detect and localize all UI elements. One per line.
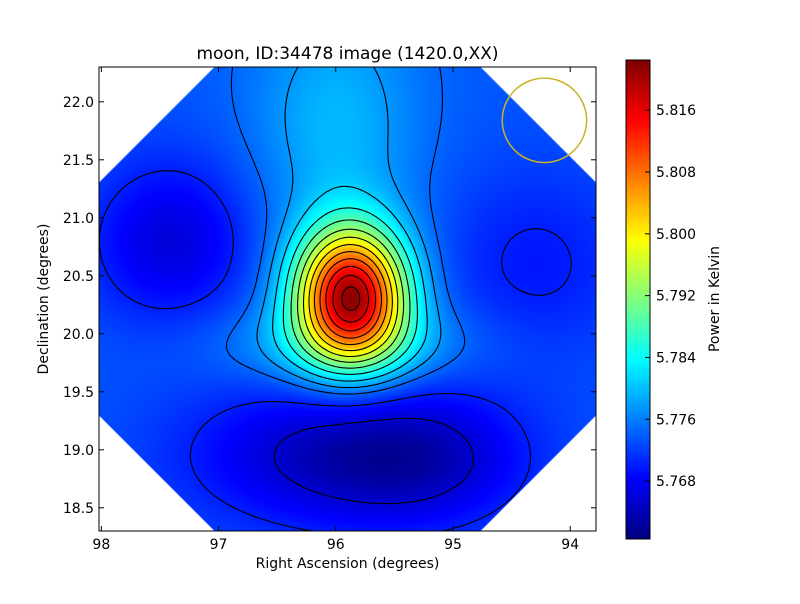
contour-line-6 <box>282 207 418 375</box>
contour-line-12 <box>319 258 383 339</box>
x-tick-label: 97 <box>210 537 228 553</box>
contour-line-2 <box>99 170 572 531</box>
x-axis: 98 97 96 95 94 <box>92 67 579 553</box>
y-tick-label: 21.0 <box>63 211 94 227</box>
y-tick-label: 22.0 <box>63 95 94 111</box>
colorbar-label: Power in Kelvin <box>707 246 723 352</box>
contour-line-11 <box>313 251 388 346</box>
beam-layer <box>501 77 588 164</box>
contour-line-8 <box>297 228 405 363</box>
contour-line-3 <box>225 67 466 395</box>
x-tick-label: 98 <box>92 537 110 553</box>
contour-line-9 <box>302 236 399 358</box>
y-axis: 18.5 19.0 19.5 20.0 20.5 21.0 21.5 22.0 <box>63 95 596 517</box>
contour-line-5 <box>272 185 428 382</box>
colorbar-tick-label: 5.792 <box>656 289 696 305</box>
x-axis-label: Right Ascension (degrees) <box>256 556 440 572</box>
contour-line-10 <box>308 243 393 352</box>
y-axis-label: Declination (degrees) <box>36 224 52 375</box>
plot-frame <box>98 66 597 532</box>
colorbar-tick-label: 5.816 <box>656 103 696 119</box>
contour-line-14 <box>332 274 370 323</box>
colorbar-frame <box>625 59 651 540</box>
colorbar-ticks: 5.768 5.776 5.784 5.792 5.800 5.808 5.816 <box>645 103 696 490</box>
y-tick-label: 19.5 <box>63 385 94 401</box>
y-tick-label: 20.0 <box>63 327 94 343</box>
contour-lines <box>99 67 572 531</box>
colorbar-tick-label: 5.808 <box>656 165 696 181</box>
colorbar-tick-label: 5.784 <box>656 350 696 366</box>
contour-line-4 <box>256 67 442 389</box>
y-tick-label: 19.0 <box>63 443 94 459</box>
colorbar: 5.768 5.776 5.784 5.792 5.800 5.808 5.816 Powe… <box>625 59 723 540</box>
y-tick-label: 21.5 <box>63 153 94 169</box>
x-tick-label: 94 <box>561 537 579 553</box>
heatmap-image <box>99 67 596 531</box>
colorbar-gradient <box>626 60 650 539</box>
x-tick-label: 95 <box>444 537 462 553</box>
x-tick-label: 96 <box>327 537 345 553</box>
beam-circle <box>501 77 588 164</box>
contour-line-15 <box>341 286 361 312</box>
y-tick-label: 18.5 <box>63 501 94 517</box>
contour-line-13 <box>325 265 377 332</box>
contour-line-7 <box>290 219 411 369</box>
colorbar-tick-label: 5.800 <box>656 227 696 243</box>
colorbar-tick-label: 5.768 <box>656 474 696 490</box>
chart-title: moon, ID:34478 image (1420.0,XX) <box>196 44 498 64</box>
colorbar-tick-label: 5.776 <box>656 412 696 428</box>
contour-line-1 <box>273 417 474 505</box>
plot-area <box>98 66 597 532</box>
y-tick-label: 20.5 <box>63 269 94 285</box>
